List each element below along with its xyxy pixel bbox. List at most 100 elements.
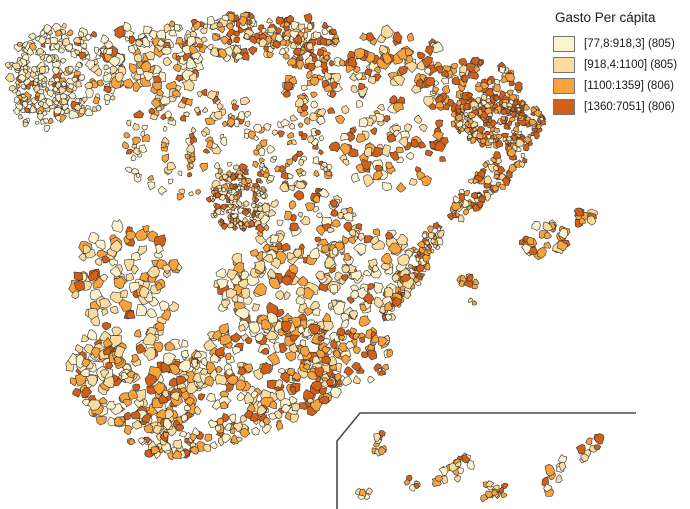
municipality-polygon bbox=[391, 273, 401, 283]
municipality-polygon bbox=[593, 444, 602, 451]
municipality-polygon bbox=[153, 75, 162, 84]
municipality-polygon bbox=[426, 249, 432, 254]
municipality-polygon bbox=[123, 21, 132, 32]
municipality-polygon bbox=[234, 307, 250, 320]
municipality-polygon bbox=[288, 395, 298, 405]
municipality-polygon bbox=[78, 107, 86, 115]
municipality-polygon bbox=[520, 153, 526, 159]
municipality-polygon bbox=[103, 85, 112, 93]
municipality-polygon bbox=[364, 68, 373, 77]
municipality-polygon bbox=[373, 282, 384, 294]
municipality-polygon bbox=[293, 190, 305, 201]
municipality-polygon bbox=[484, 107, 493, 115]
municipality-polygon bbox=[254, 332, 265, 342]
municipality-polygon bbox=[367, 283, 375, 291]
municipality-polygon bbox=[231, 434, 240, 445]
municipality-polygon bbox=[167, 161, 177, 171]
municipality-polygon bbox=[34, 36, 41, 42]
municipality-polygon bbox=[132, 136, 141, 145]
municipality-polygon bbox=[200, 130, 207, 137]
municipality-polygon bbox=[245, 336, 253, 345]
municipality-polygon bbox=[404, 123, 413, 133]
municipality-polygon bbox=[300, 170, 307, 177]
municipality-polygon bbox=[218, 323, 229, 335]
municipality-polygon bbox=[573, 207, 585, 217]
municipality-polygon bbox=[510, 107, 516, 112]
municipality-polygon bbox=[67, 83, 75, 90]
municipality-polygon bbox=[221, 433, 231, 443]
municipality-polygon bbox=[163, 431, 169, 439]
municipality-polygon bbox=[188, 191, 194, 197]
municipality-polygon bbox=[542, 221, 553, 231]
municipality-polygon bbox=[111, 326, 123, 337]
municipality-polygon bbox=[336, 327, 346, 337]
municipality-polygon bbox=[252, 160, 260, 168]
municipality-polygon bbox=[508, 163, 517, 173]
municipality-polygon bbox=[17, 73, 27, 83]
municipality-polygon bbox=[144, 51, 156, 61]
municipality-polygon bbox=[172, 449, 183, 459]
municipality-polygon bbox=[71, 290, 80, 300]
municipality-polygon bbox=[312, 194, 320, 203]
municipality-polygon bbox=[286, 139, 293, 146]
municipality-polygon bbox=[488, 131, 494, 137]
municipality-polygon bbox=[95, 54, 101, 59]
municipality-polygon bbox=[334, 242, 345, 252]
municipality-polygon bbox=[164, 408, 175, 419]
municipality-polygon bbox=[197, 393, 206, 401]
municipality-polygon bbox=[331, 219, 341, 228]
municipality-polygon bbox=[96, 79, 105, 87]
municipality-polygon bbox=[181, 339, 189, 348]
municipality-polygon bbox=[480, 494, 489, 503]
municipality-polygon bbox=[100, 34, 110, 44]
municipality-polygon bbox=[21, 101, 28, 109]
municipality-polygon bbox=[330, 338, 338, 350]
municipality-polygon bbox=[53, 43, 60, 51]
municipality-polygon bbox=[259, 214, 271, 225]
municipality-polygon bbox=[73, 271, 84, 281]
municipality-polygon bbox=[373, 296, 385, 309]
municipality-polygon bbox=[342, 212, 354, 222]
municipality-polygon bbox=[274, 165, 281, 173]
municipality-polygon bbox=[102, 72, 113, 83]
municipality-polygon bbox=[528, 118, 538, 126]
municipality-polygon bbox=[188, 132, 195, 139]
municipality-polygon bbox=[261, 27, 267, 34]
municipality-polygon bbox=[395, 234, 409, 246]
municipality-polygon bbox=[224, 422, 233, 432]
municipality-polygon bbox=[389, 95, 398, 105]
municipality-polygon bbox=[341, 264, 350, 274]
municipality-polygon bbox=[194, 106, 201, 114]
municipality-polygon bbox=[396, 48, 408, 62]
municipality-polygon bbox=[135, 343, 147, 354]
municipality-polygon bbox=[544, 463, 555, 477]
municipality-polygon bbox=[326, 378, 334, 387]
municipality-polygon bbox=[253, 123, 263, 133]
municipality-polygon bbox=[536, 124, 542, 130]
municipality-polygon bbox=[308, 112, 318, 122]
municipality-polygon bbox=[506, 121, 513, 127]
municipality-polygon bbox=[120, 371, 129, 380]
municipality-polygon bbox=[330, 199, 339, 207]
municipality-polygon bbox=[217, 168, 223, 175]
municipality-polygon bbox=[74, 65, 80, 71]
municipality-polygon bbox=[91, 346, 101, 359]
municipality-polygon bbox=[411, 84, 421, 94]
municipality-polygon bbox=[99, 369, 110, 378]
municipality-polygon bbox=[99, 298, 112, 309]
municipality-polygon bbox=[295, 295, 306, 305]
municipality-polygon bbox=[259, 193, 267, 199]
municipality-polygon bbox=[255, 223, 266, 234]
municipality-polygon bbox=[494, 109, 500, 114]
municipality-polygon bbox=[438, 466, 449, 476]
municipality-polygon bbox=[253, 135, 260, 141]
municipality-polygon bbox=[418, 247, 426, 254]
municipality-polygon bbox=[383, 286, 394, 298]
municipality-polygon bbox=[109, 266, 122, 278]
municipality-polygon bbox=[55, 115, 62, 122]
municipality-polygon bbox=[168, 363, 181, 376]
municipality-polygon bbox=[318, 395, 330, 405]
municipality-polygon bbox=[105, 47, 114, 55]
municipality-polygon bbox=[125, 148, 134, 155]
